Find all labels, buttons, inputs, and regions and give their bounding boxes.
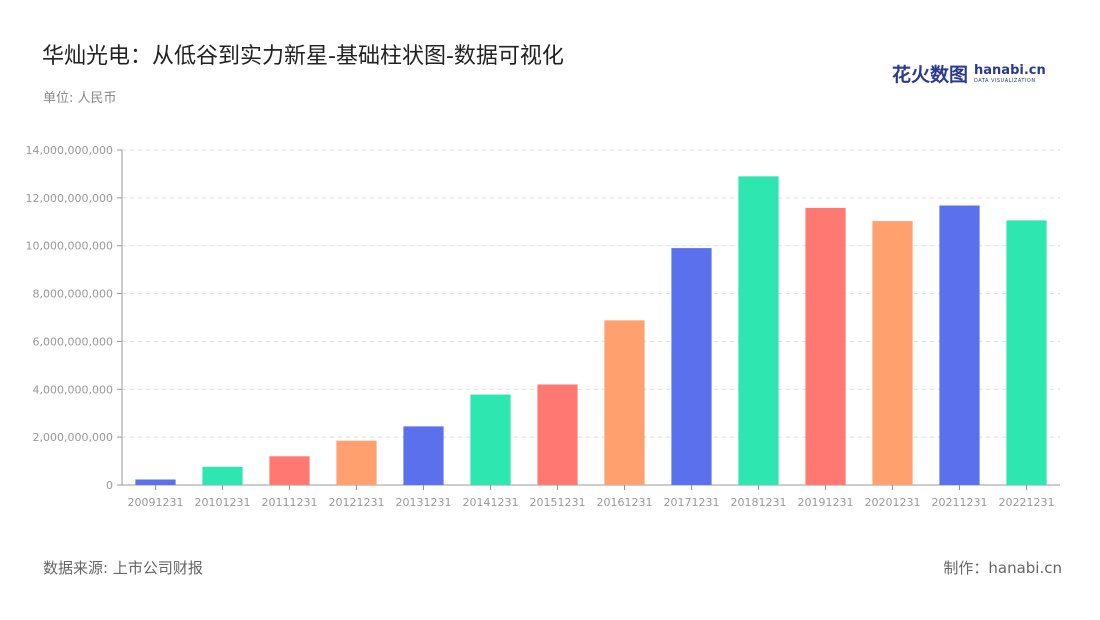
data-source: 数据来源: 上市公司财报 <box>43 559 203 577</box>
bar <box>805 207 846 485</box>
x-tick-label: 20131231 <box>396 496 452 509</box>
x-tick-label: 20121231 <box>329 496 385 509</box>
bar <box>939 205 980 485</box>
logo-en-block: hanabi.cn DATA VISUALIZATION <box>974 64 1046 84</box>
credit-label: 制作：hanabi.cn <box>943 559 1062 577</box>
logo-sub-text: DATA VISUALIZATION <box>974 77 1036 84</box>
bar <box>872 221 913 485</box>
y-tick-label: 6,000,000,000 <box>33 335 113 348</box>
bar <box>671 248 712 485</box>
bar <box>202 466 243 485</box>
y-tick-label: 0 <box>106 479 113 492</box>
bar <box>537 384 578 485</box>
x-tick-label: 20151231 <box>530 496 586 509</box>
logo-cn-text: 花火数图 <box>892 64 969 86</box>
x-tick-label: 20221231 <box>999 496 1055 509</box>
bar <box>470 394 511 485</box>
x-tick-label: 20141231 <box>463 496 519 509</box>
x-tick-label: 20171231 <box>664 496 720 509</box>
bar <box>403 426 444 485</box>
bar <box>269 456 310 485</box>
y-tick-label: 8,000,000,000 <box>33 288 113 301</box>
x-tick-label: 20111231 <box>262 496 318 509</box>
chart-title: 华灿光电：从低谷到实力新星-基础柱状图-数据可视化 <box>42 44 564 69</box>
unit-label: 单位: 人民币 <box>43 91 117 106</box>
y-tick-label: 12,000,000,000 <box>26 192 113 205</box>
bar <box>738 176 779 486</box>
x-tick-label: 20101231 <box>195 496 251 509</box>
bar <box>336 440 377 485</box>
bar <box>1006 220 1047 485</box>
logo-en-text: hanabi.cn <box>974 62 1046 78</box>
y-tick-label: 4,000,000,000 <box>33 383 113 396</box>
x-tick-label: 20181231 <box>731 496 787 509</box>
y-tick-label: 10,000,000,000 <box>26 240 113 253</box>
brand-logo: 花火数图 hanabi.cn DATA VISUALIZATION <box>892 60 1046 87</box>
y-tick-label: 14,000,000,000 <box>26 144 113 157</box>
bar <box>135 479 176 485</box>
y-tick-label: 2,000,000,000 <box>33 431 113 444</box>
x-tick-label: 20191231 <box>798 496 854 509</box>
x-tick-label: 20091231 <box>128 496 184 509</box>
bar <box>604 320 645 485</box>
x-tick-label: 20211231 <box>932 496 988 509</box>
x-tick-label: 20201231 <box>865 496 921 509</box>
x-tick-label: 20161231 <box>597 496 653 509</box>
